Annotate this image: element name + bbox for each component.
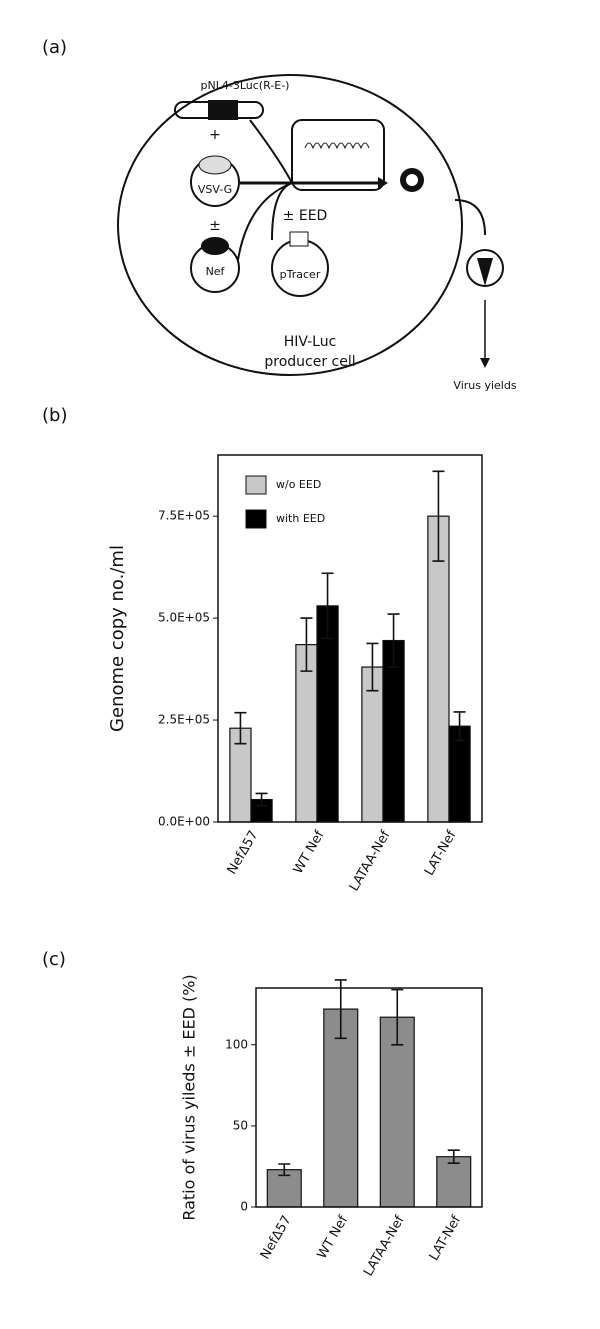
- y-axis-label: Genome copy no./ml: [107, 545, 128, 732]
- x-tick-label: NefΔ57: [225, 828, 262, 877]
- label: +: [209, 127, 221, 143]
- label: Virus yields: [453, 379, 516, 392]
- panel-label: (b): [42, 405, 67, 426]
- budding-virus: [406, 174, 418, 186]
- panel-label: (a): [42, 37, 67, 58]
- label: VSV-G: [198, 183, 232, 196]
- label: pTracer: [280, 268, 321, 281]
- y-tick-label: 50: [233, 1118, 248, 1132]
- x-tick-label: LATAA-Nef: [347, 828, 394, 894]
- error-bar: [278, 1163, 291, 1177]
- error-bar: [234, 711, 247, 745]
- bar: [379, 1016, 415, 1208]
- legend-swatch: [245, 475, 267, 495]
- virion-core: [477, 258, 493, 286]
- connector: [237, 119, 293, 261]
- label: producer cell: [264, 354, 355, 370]
- plot-frame: [255, 987, 483, 1208]
- bar: [427, 515, 450, 823]
- y-tick-label: 7.5E+05: [158, 509, 210, 523]
- arrow: [454, 199, 486, 236]
- error-bar: [447, 1149, 460, 1164]
- x-tick-label: WT Nef: [291, 828, 328, 877]
- x-tick-label: LAT-Nef: [422, 828, 460, 878]
- error-bar: [432, 470, 445, 562]
- x-tick-label: NefΔ57: [258, 1213, 295, 1262]
- bar: [323, 1008, 359, 1208]
- label: ± EED: [283, 208, 328, 224]
- cell: [117, 74, 463, 376]
- legend-label: with EED: [276, 512, 325, 525]
- label: Nef: [206, 265, 226, 278]
- legend-label: w/o EED: [276, 478, 321, 491]
- legend-swatch: [245, 509, 267, 529]
- error-bar: [366, 642, 379, 692]
- label: HIV-Luc: [284, 334, 337, 350]
- arrowhead: [480, 358, 490, 368]
- error-bar: [255, 792, 268, 807]
- error-bar: [453, 711, 466, 742]
- error-bar: [391, 988, 404, 1046]
- tracer-gene: [289, 231, 309, 247]
- y-tick-label: 100: [225, 1037, 248, 1051]
- insert: [208, 100, 238, 120]
- y-tick-label: 2.5E+05: [158, 713, 210, 727]
- y-tick-label: 5.0E+05: [158, 611, 210, 625]
- x-tick-label: LAT-Nef: [427, 1213, 465, 1263]
- error-bar: [300, 617, 313, 672]
- nef-protein: [201, 237, 229, 255]
- y-axis-label: Ratio of virus yileds ± EED (%): [180, 974, 199, 1220]
- error-bar: [387, 613, 400, 668]
- x-tick-label: WT Nef: [315, 1213, 352, 1262]
- y-tick-label: 0.0E+00: [158, 815, 210, 829]
- panel-label: (c): [42, 949, 66, 970]
- y-tick-label: 0: [240, 1200, 248, 1214]
- label: ±: [209, 218, 221, 234]
- plot-frame: [217, 454, 483, 823]
- dna: [304, 142, 370, 150]
- error-bar: [334, 979, 347, 1040]
- bar: [436, 1156, 472, 1208]
- vsvg-protein: [198, 155, 232, 175]
- arrowhead: [378, 177, 388, 189]
- nucleus: [291, 119, 385, 191]
- label: pNL4-3Luc(R-E-): [201, 79, 290, 92]
- x-tick-label: LATAA-Nef: [361, 1213, 408, 1279]
- error-bar: [321, 572, 334, 640]
- diagram: pNL4-3Luc(R-E-) + VSV-G ± Nef ± EED pTra…: [117, 74, 517, 392]
